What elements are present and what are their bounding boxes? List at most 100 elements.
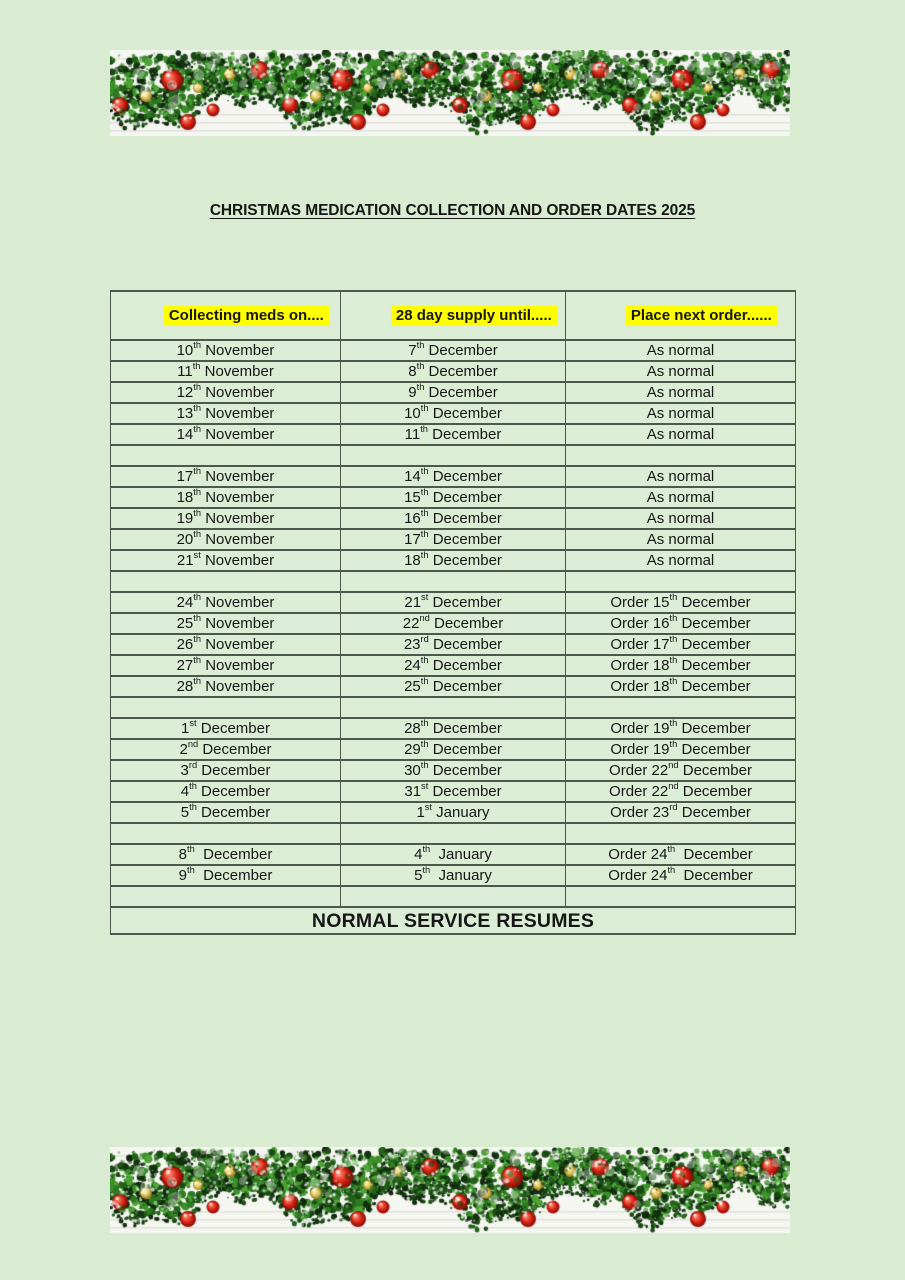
table-row [110,696,796,720]
christmas-garland-bottom-image [110,1147,790,1233]
table-row: 20th November 17th December As normal [110,528,796,552]
table-cell [110,696,341,720]
column-header-collecting-meds: Collecting meds on.... [110,289,341,342]
column-header-supply-until-label: 28 day supply until..... [390,305,557,326]
christmas-garland-top-image [110,50,790,136]
table-cell: 11th November [110,360,341,384]
table-cell: 2nd December [110,738,341,762]
table-cell: Order 16th December [565,612,796,636]
normal-service-resumes-label: NORMAL SERVICE RESUMES [110,906,796,936]
table-cell [565,885,796,909]
table-cell [340,570,566,594]
table-row: 11th November 8th December As normal [110,360,796,384]
table-cell: 18th December [340,549,566,573]
table-row: 14th November 11th December As normal [110,423,796,447]
table-cell: 21st November [110,549,341,573]
table-row: 1st December 28th December Order 19th Dece… [110,717,796,741]
page-title: CHRISTMAS MEDICATION COLLECTION AND ORDE… [209,202,696,219]
table-cell: 24th December [340,654,566,678]
table-cell: 28th November [110,675,341,699]
table-row: 8th December 4th January Order 24th Decemb… [110,843,796,867]
column-header-place-next-order-label: Place next order...... [625,305,777,326]
table-cell: Order 18th December [565,675,796,699]
table-row: 2nd December 29th December Order 19th Dece… [110,738,796,762]
table-cell: 1st January [340,801,566,825]
table-cell: 25th December [340,675,566,699]
table-row: 5th December 1st January Order 23rd Decemb… [110,801,796,825]
table-cell: As normal [565,423,796,447]
table-cell: 5th December [110,801,341,825]
table-cell: As normal [565,465,796,489]
table-cell: 9th December [340,381,566,405]
table-body: 10th November 7th December As normal 11th N… [110,339,796,909]
table-cell: Order 24th December [565,864,796,888]
table-cell: 29th December [340,738,566,762]
table-cell: 31st December [340,780,566,804]
table-cell: 1st December [110,717,341,741]
table-cell [565,570,796,594]
table-cell: 16th December [340,507,566,531]
table-cell: 17th November [110,465,341,489]
table-cell: 21st December [340,591,566,615]
table-cell: 12th November [110,381,341,405]
table-row [110,444,796,468]
table-cell: As normal [565,549,796,573]
table-cell: 28th December [340,717,566,741]
table-cell: 15th December [340,486,566,510]
table-row: 10th November 7th December As normal [110,339,796,363]
table-row: 13th November 10th December As normal [110,402,796,426]
table-cell: 24th November [110,591,341,615]
table-row: 27th November 24th December Order 18th Dec… [110,654,796,678]
table-cell: As normal [565,339,796,363]
table-cell: 10th November [110,339,341,363]
table-cell: 9th December [110,864,341,888]
table-cell [565,444,796,468]
table-row: 17th November 14th December As normal [110,465,796,489]
normal-service-resumes-row: NORMAL SERVICE RESUMES [110,906,796,936]
table-row: 19th November 16th December As normal [110,507,796,531]
table-cell: 8th December [340,360,566,384]
table-cell: Order 23rd December [565,801,796,825]
table-footer: NORMAL SERVICE RESUMES [110,906,796,936]
table-cell [340,822,566,846]
table-row: 24th November 21st December Order 15th Dec… [110,591,796,615]
table-row [110,822,796,846]
table-row: 25th November 22nd December Order 16th Dec… [110,612,796,636]
table-header: Collecting meds on.... 28 day supply unt… [110,289,796,342]
table-cell [565,822,796,846]
table-cell: 4th January [340,843,566,867]
table-row: 9th December 5th January Order 24th Decemb… [110,864,796,888]
table-cell: 10th December [340,402,566,426]
table-cell: 25th November [110,612,341,636]
table-cell: 4th December [110,780,341,804]
table-cell: 19th November [110,507,341,531]
table-cell: 5th January [340,864,566,888]
table-row: 26th November 23rd December Order 17th Dec… [110,633,796,657]
table-cell: 22nd December [340,612,566,636]
table-cell: Order 19th December [565,738,796,762]
table-row: 3rd December 30th December Order 22nd Dece… [110,759,796,783]
table-cell: 23rd December [340,633,566,657]
table-cell: 18th November [110,486,341,510]
table-cell: 27th November [110,654,341,678]
table-row: 21st November 18th December As normal [110,549,796,573]
table-cell: Order 22nd December [565,780,796,804]
table-cell [340,696,566,720]
table-cell [565,696,796,720]
table-cell [110,885,341,909]
table-cell: 7th December [340,339,566,363]
table-cell: Order 24th December [565,843,796,867]
table-cell: Order 18th December [565,654,796,678]
table-cell: As normal [565,360,796,384]
medication-dates-table: Collecting meds on.... 28 day supply unt… [110,289,796,936]
table-cell: 13th November [110,402,341,426]
table-cell [110,570,341,594]
table-cell: As normal [565,402,796,426]
column-header-place-next-order: Place next order...... [565,289,796,342]
table-cell: Order 15th December [565,591,796,615]
table-cell: 8th December [110,843,341,867]
table-cell: 14th December [340,465,566,489]
column-header-collecting-meds-label: Collecting meds on.... [163,305,329,326]
table-cell: As normal [565,486,796,510]
